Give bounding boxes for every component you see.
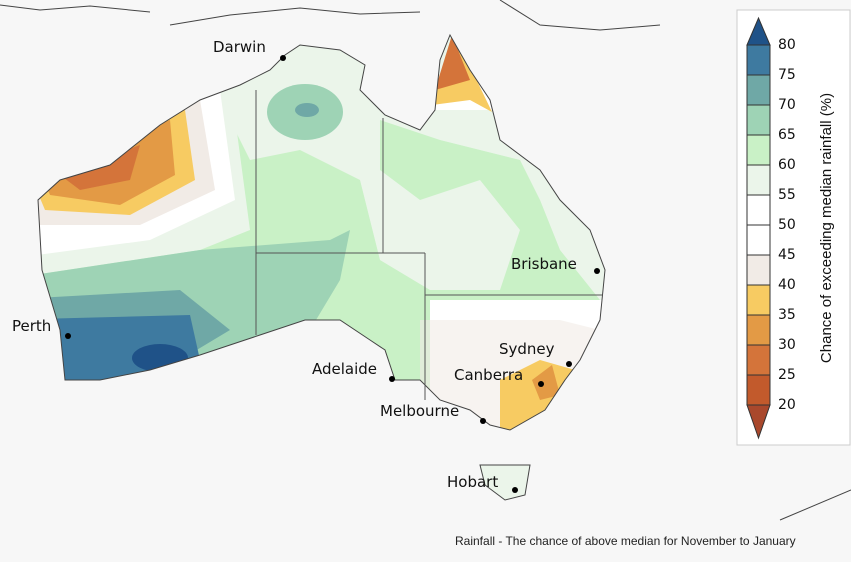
legend-band [747,45,770,75]
city-dot [538,381,544,387]
city-dot [512,487,518,493]
legend-tick-label: 70 [778,97,796,113]
state-borders [255,90,602,400]
city-label: Melbourne [380,402,459,420]
city-dot [389,376,395,382]
legend-band [747,345,770,375]
neighbour-coasts [0,0,851,521]
legend-tick-label: 55 [778,187,796,203]
city-label: Adelaide [312,360,377,378]
legend-band [747,375,770,405]
legend-tick-label: 35 [778,307,796,323]
legend-band [747,135,770,165]
legend-tick-label: 40 [778,277,796,293]
legend-tick-label: 75 [778,67,796,83]
city-dot [280,55,286,61]
city-label: Perth [12,317,51,335]
city-label: Canberra [454,366,523,384]
city-label: Sydney [499,340,555,358]
legend-tick-label: 65 [778,127,796,143]
legend-tick-label: 80 [778,37,796,53]
legend-tick-label: 60 [778,157,796,173]
legend-band [747,195,770,225]
coastline [37,33,606,501]
legend-title: Chance of exceeding median rainfall (%) [818,93,835,363]
caption: Rainfall - The chance of above median fo… [455,534,796,548]
legend-tick-label: 30 [778,337,796,353]
city-label: Darwin [213,38,266,56]
legend-tick-label: 25 [778,367,796,383]
legend-band [747,165,770,195]
legend-tick-label: 45 [778,247,796,263]
legend-band [747,75,770,105]
legend: 20 25 30 35 40 45 50 55 60 65 70 75 80 Chance of exce… [746,16,835,440]
city-dot [480,418,486,424]
legend-band [747,105,770,135]
legend-band [747,225,770,255]
cities: Darwin Perth Adelaide Melbourne Hobart Brisba… [12,38,600,493]
city-label: Brisbane [511,255,577,273]
city-label: Hobart [447,473,498,491]
legend-tick-label: 50 [778,217,796,233]
city-dot [566,361,572,367]
city-dot [594,268,600,274]
legend-band [747,255,770,285]
legend-tick-label: 20 [778,397,796,413]
legend-band [747,315,770,345]
legend-band [747,285,770,315]
city-dot [65,333,71,339]
